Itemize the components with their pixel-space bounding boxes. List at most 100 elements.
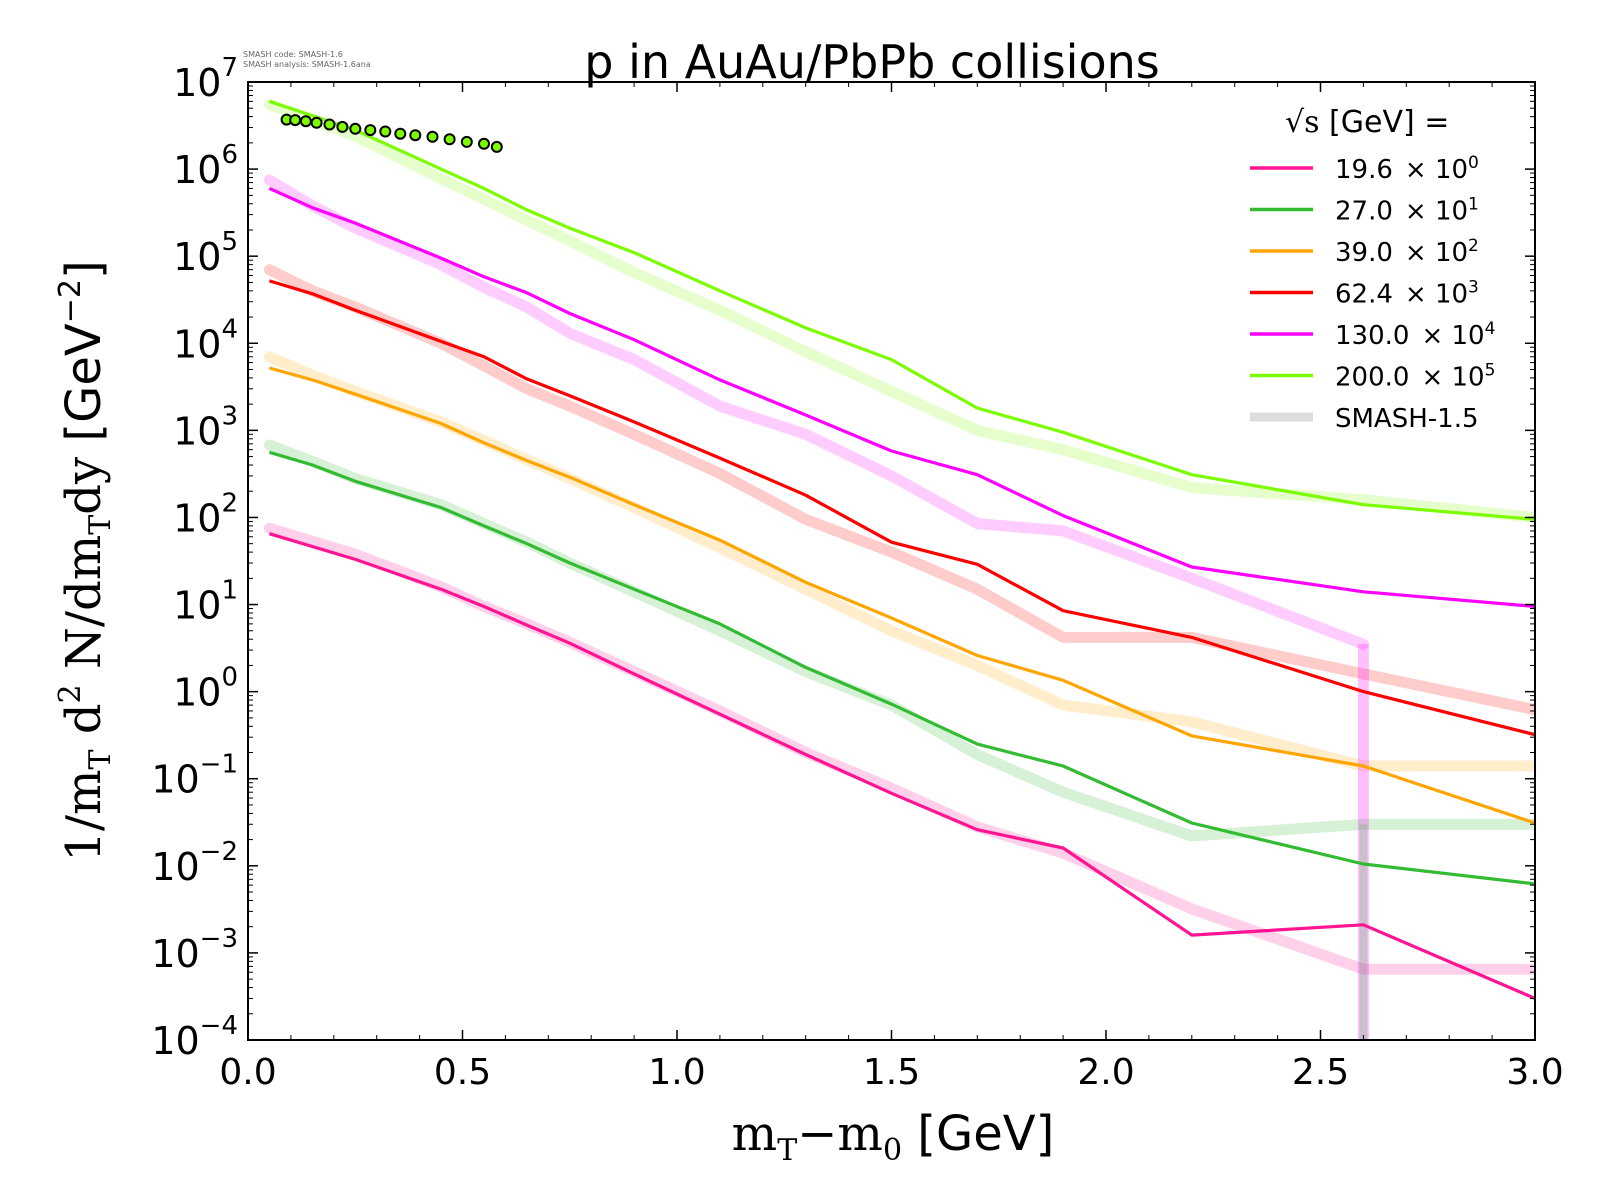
ylabel-unit-sup: −2 <box>53 279 88 323</box>
legend-value: SMASH-1.5 <box>1335 404 1479 434</box>
series-line-200.0 <box>268 99 1535 521</box>
data-point <box>289 114 302 127</box>
y-tick-base: 10 <box>173 148 221 192</box>
data-point <box>364 124 377 137</box>
data-point <box>299 115 312 128</box>
ylabel-b: d <box>56 703 112 749</box>
ylabel-c-sub: T <box>83 515 118 535</box>
data-point <box>394 127 407 140</box>
legend-multiplier: × 10 <box>1405 155 1468 185</box>
series-line-39.0 <box>268 366 1535 825</box>
y-tick-exponent: 1 <box>221 576 238 606</box>
y-tick-exponent: −4 <box>200 1011 238 1041</box>
ylabel-b-sup: 2 <box>53 684 88 703</box>
series-line-62.4 <box>268 279 1535 737</box>
data-point <box>426 130 439 143</box>
y-tick-base: 10 <box>173 235 221 279</box>
legend-label: SMASH-1.5 <box>1335 404 1479 434</box>
data-point <box>310 116 323 129</box>
y-tick-label: 107 <box>173 53 238 105</box>
experimental-points <box>280 113 503 153</box>
y-tick-base: 10 <box>151 845 199 889</box>
legend-exponent: 4 <box>1485 319 1496 339</box>
series-line-27.0 <box>268 450 1535 886</box>
legend-multiplier: × 10 <box>1421 321 1484 351</box>
x-tick-label: 3.0 <box>1506 1052 1563 1093</box>
ylabel-a-sub: T <box>83 749 118 769</box>
data-point <box>460 135 473 148</box>
ylabel-d: dy <box>56 442 112 515</box>
x-tick-label: 2.5 <box>1292 1052 1349 1093</box>
legend-value: 39.0 <box>1335 238 1393 268</box>
reference-line-27.0 <box>263 439 1535 842</box>
y-tick-label: 104 <box>173 314 238 366</box>
legend-label: 62.4 × 103 <box>1335 278 1479 310</box>
data-point <box>409 129 422 142</box>
y-tick-base: 10 <box>173 322 221 366</box>
y-tick-label: 102 <box>173 488 238 540</box>
x-axis-label: mT−m0 [GeV] <box>732 1106 1055 1168</box>
series-line-19.6 <box>268 532 1535 1000</box>
y-axis-label: 1/mT d2 N/dmTdy [GeV−2] <box>53 260 118 861</box>
legend-label: 39.0 × 102 <box>1335 236 1479 268</box>
x-tick-label: 1.0 <box>648 1052 705 1093</box>
y-tick-exponent: 0 <box>221 663 238 693</box>
x-axis-label-text: mT−m0 [GeV] <box>732 1106 1055 1168</box>
y-tick-label: 106 <box>173 140 238 192</box>
xlabel-sub2: 0 <box>883 1133 902 1168</box>
legend-exponent: 0 <box>1468 153 1479 173</box>
legend-value: 27.0 <box>1335 197 1393 227</box>
y-axis-label-text: 1/mT d2 N/dmTdy [GeV−2] <box>53 260 118 861</box>
x-tick-label: 1.5 <box>863 1052 920 1093</box>
ylabel-unit: [GeV <box>56 323 112 441</box>
data-point <box>336 120 349 133</box>
reference-line-39.0 <box>263 351 1535 772</box>
data-point <box>349 122 362 135</box>
chart-title: p in AuAu/PbPb collisions <box>584 35 1159 89</box>
y-tick-label: 10−4 <box>151 1011 238 1063</box>
y-tick-exponent: 2 <box>221 488 238 518</box>
xlabel-unit: [GeV] <box>902 1106 1054 1162</box>
x-axis-ticks: 0.0 0.5 1.0 1.5 2.0 2.5 3.0 <box>219 82 1564 1093</box>
data-point <box>379 125 392 138</box>
legend-multiplier: × 10 <box>1405 238 1468 268</box>
y-tick-base: 10 <box>173 671 221 715</box>
legend-exponent: 3 <box>1468 278 1479 298</box>
y-tick-label: 105 <box>173 227 238 279</box>
y-tick-base: 10 <box>151 758 199 802</box>
y-tick-base: 10 <box>151 932 199 976</box>
xlabel-sub: T <box>777 1133 797 1168</box>
y-tick-exponent: 6 <box>221 140 238 170</box>
x-tick-label: 0.0 <box>219 1052 276 1093</box>
legend-value: 19.6 <box>1335 155 1393 185</box>
legend-title: √s [GeV] = <box>1285 105 1449 140</box>
y-tick-base: 10 <box>173 61 221 105</box>
legend-value: 200.0 <box>1335 363 1409 393</box>
y-tick-label: 10−1 <box>151 750 238 802</box>
y-tick-label: 100 <box>173 663 238 715</box>
y-tick-label: 10−2 <box>151 837 238 889</box>
data-point <box>490 140 503 153</box>
ylabel-c: N/dm <box>56 535 112 685</box>
legend-label: 200.0 × 105 <box>1335 361 1495 393</box>
y-tick-exponent: −2 <box>200 837 238 867</box>
y-tick-base: 10 <box>173 584 221 628</box>
legend-value: 130.0 <box>1335 321 1409 351</box>
legend-title-sqrt: √s <box>1285 105 1320 140</box>
y-tick-label: 103 <box>173 401 238 453</box>
reference-line-200.0 <box>263 99 1535 523</box>
xlabel-m: m <box>732 1106 778 1162</box>
stamp-line-1: SMASH code: SMASH-1.6 <box>243 50 343 59</box>
legend-exponent: 2 <box>1468 236 1479 256</box>
y-tick-label: 101 <box>173 576 238 628</box>
xlabel-rest: −m <box>797 1106 883 1162</box>
y-tick-exponent: −3 <box>200 924 238 954</box>
legend-exponent: 1 <box>1468 195 1479 215</box>
y-tick-label: 10−3 <box>151 924 238 976</box>
y-tick-base: 10 <box>173 409 221 453</box>
stamp-line-2: SMASH analysis: SMASH-1.6ana <box>243 60 371 69</box>
smash-1.6-lines <box>268 99 1535 1000</box>
legend-label: 27.0 × 101 <box>1335 195 1479 227</box>
